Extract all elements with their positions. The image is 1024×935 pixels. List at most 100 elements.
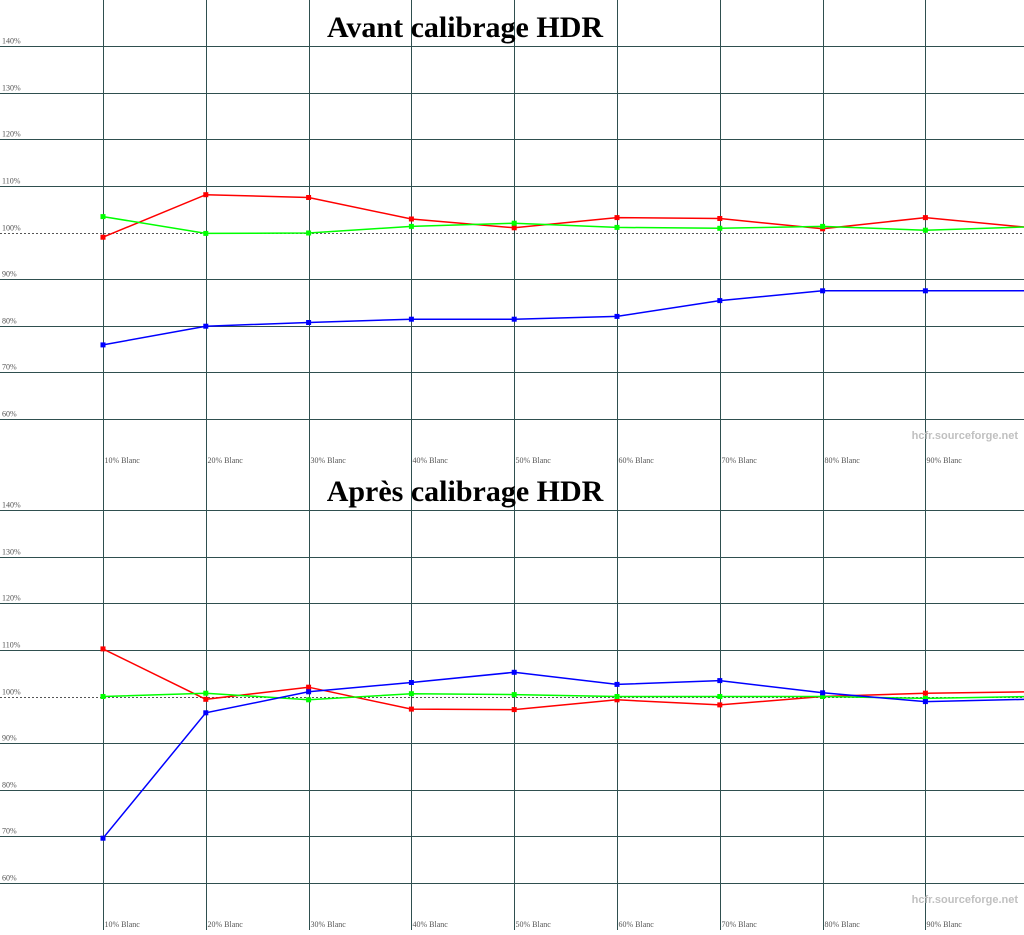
data-point — [203, 710, 209, 716]
data-point — [820, 223, 826, 229]
y-tick-label: 110% — [2, 177, 21, 186]
y-tick-label: 90% — [2, 734, 17, 743]
y-tick-label: 120% — [2, 130, 21, 139]
y-tick-label: 80% — [2, 317, 17, 326]
y-tick-label: 60% — [2, 410, 17, 419]
x-tick-label: 50% Blanc — [516, 456, 552, 465]
data-point — [614, 681, 620, 687]
watermark-text: hcfr.sourceforge.net — [912, 894, 1019, 906]
x-tick-label: 30% Blanc — [311, 456, 347, 465]
x-tick-label: 80% Blanc — [825, 456, 861, 465]
data-point — [203, 323, 209, 329]
data-point — [408, 691, 414, 697]
y-tick-label: 60% — [2, 874, 17, 883]
data-point — [511, 707, 517, 713]
series-line-2 — [102, 215, 1024, 235]
data-point — [820, 690, 826, 696]
data-point — [100, 234, 106, 240]
data-point — [820, 288, 826, 294]
data-point — [100, 694, 106, 699]
data-point — [511, 692, 517, 698]
series-line-3 — [102, 671, 1024, 839]
x-tick-label: 90% Blanc — [927, 920, 963, 929]
y-tick-label: 130% — [2, 548, 21, 557]
x-tick-label: 30% Blanc — [311, 920, 347, 929]
x-tick-label: 40% Blanc — [413, 920, 449, 929]
data-point — [408, 216, 414, 222]
chart-title: Avant calibrage HDR — [327, 11, 603, 44]
x-tick-label: 20% Blanc — [208, 920, 244, 929]
data-point — [100, 342, 106, 348]
series-line-1 — [102, 193, 1024, 238]
data-point — [717, 225, 723, 231]
data-point — [717, 678, 723, 684]
data-point — [717, 216, 723, 221]
x-tick-label: 60% Blanc — [619, 920, 655, 929]
data-point — [100, 835, 106, 841]
data-point — [408, 316, 414, 322]
data-point — [408, 706, 414, 712]
chart-1: 60% 70% 80% 90% 100% 110% 120% 130% 140% 10% Blan… — [0, 0, 1024, 465]
series-line-3 — [102, 290, 1024, 346]
data-point — [511, 316, 517, 322]
x-tick-label: 20% Blanc — [208, 456, 244, 465]
y-tick-label: 80% — [2, 781, 17, 790]
y-tick-label: 100% — [2, 224, 21, 233]
x-tick-label: 80% Blanc — [825, 920, 861, 929]
data-point — [717, 694, 723, 699]
data-point — [203, 690, 209, 696]
data-point — [922, 695, 928, 701]
data-point — [306, 684, 312, 690]
data-point — [922, 690, 928, 696]
data-point — [820, 694, 826, 699]
data-point — [614, 697, 620, 703]
chart-2: 60% 70% 80% 90% 100% 110% 120% 130% 140% 10% Blan… — [0, 465, 1024, 930]
data-point — [614, 694, 620, 699]
data-point — [408, 680, 414, 685]
data-point — [306, 320, 312, 325]
y-tick-label: 110% — [2, 641, 21, 650]
y-tick-label: 140% — [2, 37, 21, 46]
x-tick-label: 40% Blanc — [413, 456, 449, 465]
watermark-text: hcfr.sourceforge.net — [912, 430, 1019, 442]
data-point — [717, 702, 723, 708]
data-point — [614, 313, 620, 319]
data-point — [922, 215, 928, 221]
data-point — [408, 223, 414, 229]
y-tick-label: 100% — [2, 688, 21, 697]
y-tick-label: 90% — [2, 270, 17, 279]
series-line-1 — [102, 648, 1024, 711]
data-point — [614, 215, 620, 221]
data-point — [100, 646, 106, 652]
chart-title: Après calibrage HDR — [327, 475, 604, 508]
x-tick-label: 50% Blanc — [516, 920, 552, 929]
data-point — [203, 192, 209, 198]
data-point — [203, 230, 209, 236]
data-point — [100, 214, 106, 220]
data-point — [306, 195, 312, 200]
data-point — [922, 699, 928, 705]
x-tick-label: 90% Blanc — [927, 456, 963, 465]
data-point — [922, 288, 928, 294]
data-point — [306, 697, 312, 703]
data-point — [306, 689, 312, 695]
data-point — [922, 227, 928, 233]
data-point — [203, 696, 209, 702]
x-tick-label: 70% Blanc — [722, 920, 758, 929]
y-tick-label: 70% — [2, 827, 17, 836]
data-point — [717, 298, 723, 304]
x-tick-label: 10% Blanc — [105, 456, 141, 465]
x-tick-label: 10% Blanc — [105, 920, 141, 929]
y-tick-label: 130% — [2, 84, 21, 93]
data-point — [306, 230, 312, 236]
x-tick-label: 70% Blanc — [722, 456, 758, 465]
x-tick-label: 60% Blanc — [619, 456, 655, 465]
y-tick-label: 140% — [2, 501, 21, 510]
data-point — [511, 220, 517, 226]
y-tick-label: 70% — [2, 363, 17, 372]
data-point — [511, 225, 517, 231]
y-tick-label: 120% — [2, 594, 21, 603]
data-point — [614, 224, 620, 230]
data-point — [511, 669, 517, 675]
